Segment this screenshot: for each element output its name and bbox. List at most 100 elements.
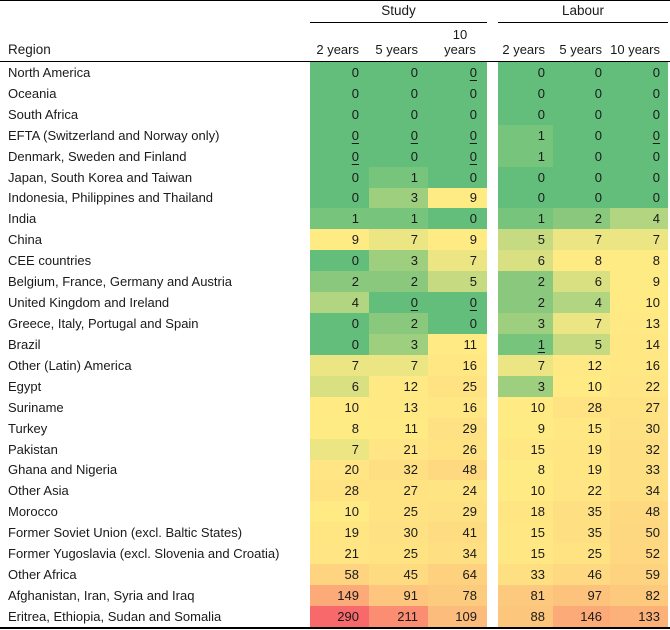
region-label: North America [8, 64, 91, 80]
heatmap-cell: 27 [369, 480, 428, 502]
cell-value: 5 [537, 232, 545, 248]
right-margin [668, 438, 670, 460]
heatmap-cell: 0 [428, 124, 487, 146]
heatmap-cell: 7 [553, 229, 610, 251]
cell-value: 0 [469, 295, 477, 311]
heatmap-cell: 0 [310, 250, 369, 272]
heatmap-cell: 50 [610, 522, 668, 544]
table-body: North America 0 0 0 0 0 0 Oceania 0 0 0 0 0 0 South Af… [0, 62, 670, 627]
cell-value: 48 [645, 504, 660, 520]
heatmap-cell: 10 [310, 501, 369, 523]
right-margin [668, 459, 670, 481]
heatmap-cell: 3 [369, 333, 428, 355]
heatmap-cell: 0 [498, 166, 553, 188]
heatmap-cell: 10 [610, 292, 668, 314]
heatmap-cell: 0 [310, 166, 369, 188]
cell-value: 2 [410, 316, 418, 332]
heatmap-cell: 6 [498, 250, 553, 272]
heatmap-cell: 91 [369, 585, 428, 606]
cell-value: 48 [462, 462, 477, 478]
cell-value: 0 [469, 316, 477, 332]
heatmap-cell: 0 [498, 82, 553, 104]
cell-value: 0 [537, 64, 545, 80]
region-label: Pakistan [8, 441, 58, 457]
heatmap-cell: 82 [610, 585, 668, 606]
cell-value: 1 [537, 148, 545, 164]
heatmap-cell: 0 [310, 333, 369, 355]
cell-value: 19 [587, 441, 602, 457]
heatmap-cell: 81 [498, 585, 553, 606]
cell-value: 0 [410, 295, 418, 311]
cell-value: 0 [652, 190, 660, 206]
right-margin [668, 229, 670, 251]
heatmap-cell: 2 [310, 271, 369, 293]
cell-value: 149 [337, 588, 359, 603]
cell-value: 91 [403, 588, 418, 603]
cell-value: 4 [351, 295, 359, 311]
region-label: Japan, South Korea and Taiwan [8, 169, 193, 185]
heatmap-cell: 8 [553, 250, 610, 272]
table-row: Denmark, Sweden and Finland 0 0 0 1 0 0 [0, 145, 670, 167]
cell-value: 0 [351, 336, 359, 352]
heatmap-cell: 0 [369, 103, 428, 125]
region-label: Turkey [8, 420, 48, 436]
heatmap-cell: 28 [310, 480, 369, 502]
table-row: Ghana and Nigeria 20 32 48 8 19 33 [0, 459, 670, 481]
cell-value: 9 [469, 232, 477, 248]
cell-value: 0 [351, 106, 359, 122]
cell-value: 1 [410, 169, 418, 185]
heatmap-cell: 26 [428, 438, 487, 460]
group-divider [487, 396, 498, 418]
heatmap-cell: 32 [369, 459, 428, 481]
region-label: Ghana and Nigeria [8, 462, 118, 478]
region-label: Suriname [8, 399, 64, 415]
cell-value: 0 [469, 85, 477, 101]
right-margin [668, 62, 670, 83]
heatmap-cell: 0 [369, 145, 428, 167]
group-divider [487, 229, 498, 251]
region-label: Afghanistan, Iran, Syria and Iraq [8, 588, 195, 603]
cell-value: 0 [594, 169, 602, 185]
table-row: EFTA (Switzerland and Norway only) 0 0 0 1 0 0 [0, 124, 670, 146]
group-divider [487, 187, 498, 209]
region-label: Egypt [8, 378, 42, 394]
region-label: Former Yugoslavia (excl. Slovenia and Cr… [8, 546, 280, 562]
cell-value: 0 [351, 85, 359, 101]
group-divider [487, 459, 498, 481]
heatmap-cell: 19 [310, 522, 369, 544]
right-margin [668, 313, 670, 334]
cell-value: 2 [351, 274, 359, 290]
heatmap-cell: 9 [310, 229, 369, 251]
cell-value: 3 [410, 253, 418, 269]
region-label: Greece, Italy, Portugal and Spain [8, 316, 199, 332]
cell-value: 7 [594, 232, 602, 248]
heatmap-cell: 0 [428, 82, 487, 104]
cell-value: 22 [587, 483, 602, 499]
cell-value: 0 [469, 169, 477, 185]
heatmap-cell: 1 [369, 166, 428, 188]
region-label: Oceania [8, 85, 57, 101]
heatmap-cell: 18 [498, 501, 553, 523]
cell-value: 3 [537, 378, 545, 394]
heatmap-cell: 0 [310, 103, 369, 125]
cell-value: 0 [469, 211, 477, 227]
heatmap-cell: 7 [553, 313, 610, 334]
cell-value: 6 [537, 253, 545, 269]
cell-value: 58 [344, 567, 359, 583]
region-label: Former Soviet Union (excl. Baltic States… [8, 525, 243, 541]
group-divider [487, 543, 498, 565]
heatmap-cell: 13 [610, 313, 668, 334]
cell-value: 0 [594, 85, 602, 101]
cell-value: 13 [403, 399, 418, 415]
heatmap-cell: 1 [498, 145, 553, 167]
cell-value: 45 [403, 567, 418, 583]
heatmap-cell: 16 [610, 354, 668, 376]
cell-value: 0 [594, 64, 602, 80]
heatmap-cell: 16 [428, 354, 487, 376]
heatmap-cell: 0 [553, 82, 610, 104]
heatmap-cell: 7 [310, 354, 369, 376]
cell-value: 7 [351, 357, 359, 373]
region-label: EFTA (Switzerland and Norway only) [8, 127, 220, 143]
cell-value: 21 [403, 441, 418, 457]
